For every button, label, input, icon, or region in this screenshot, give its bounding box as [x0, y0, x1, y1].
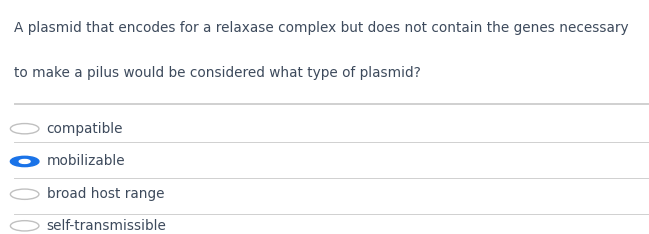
Text: compatible: compatible [47, 122, 123, 136]
Circle shape [10, 156, 39, 167]
Text: A plasmid that encodes for a relaxase complex but does not contain the genes nec: A plasmid that encodes for a relaxase co… [14, 21, 629, 35]
Text: self-transmissible: self-transmissible [47, 219, 167, 233]
Text: broad host range: broad host range [47, 187, 164, 201]
Text: to make a pilus would be considered what type of plasmid?: to make a pilus would be considered what… [14, 66, 421, 80]
Circle shape [19, 160, 30, 163]
Text: mobilizable: mobilizable [47, 154, 125, 168]
